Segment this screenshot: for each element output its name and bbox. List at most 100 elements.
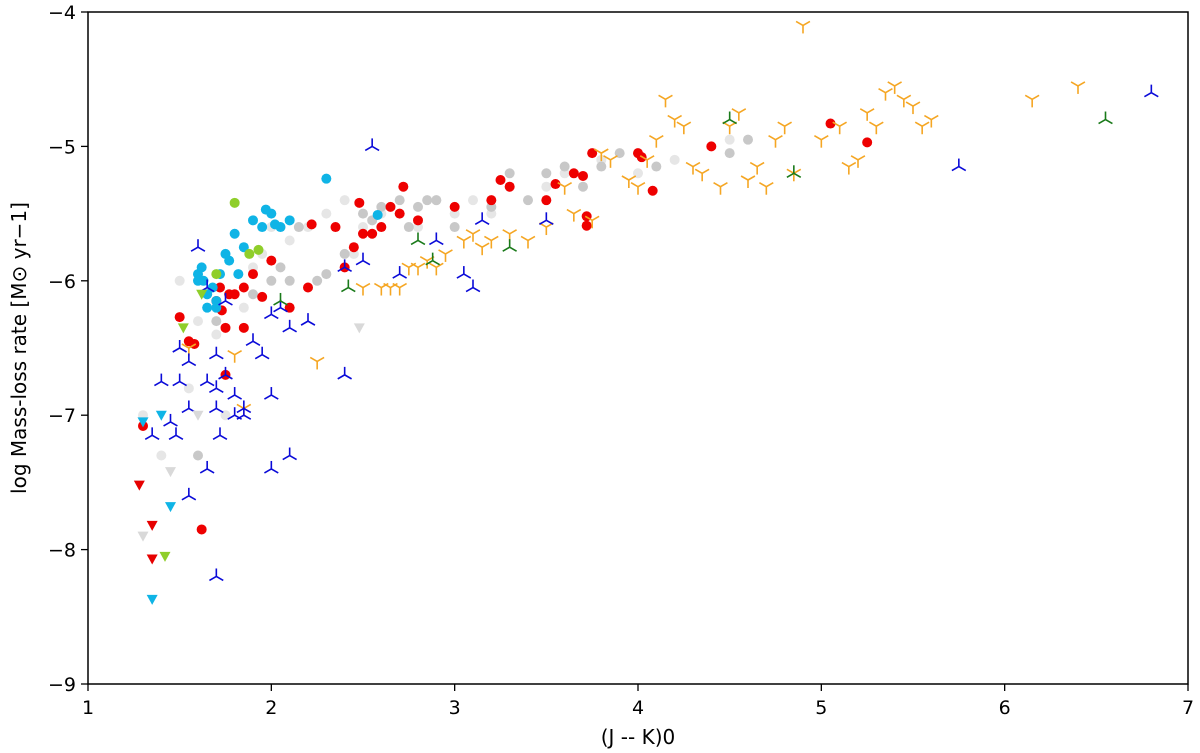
data-point [924,114,939,128]
data-point [376,201,387,212]
x-axis-ticks: 1 2 3 4 5 6 7 [82,684,1194,719]
data-point [410,232,426,246]
data-point [229,289,240,300]
data-point [172,340,187,353]
data-point [502,239,517,252]
data-point [321,208,332,219]
data-point [550,179,561,190]
data-point [743,134,753,145]
data-point [364,138,380,152]
data-point [914,121,930,135]
data-point [248,215,258,226]
x-tick-label: 2 [265,697,277,719]
data-point [394,195,405,206]
data-point [669,154,680,165]
data-point [422,195,433,206]
data-point [339,248,350,259]
data-point [896,94,912,108]
data-point [431,195,442,206]
data-point [163,413,178,427]
data-point [413,201,423,212]
data-point [429,262,444,276]
data-point [504,168,515,179]
data-point [172,373,187,387]
data-point [825,118,836,129]
data-point [209,380,224,394]
data-point [372,209,383,220]
data-point [706,141,717,152]
x-tick-label: 1 [82,697,94,719]
data-point [254,346,270,360]
y-tick-label: −8 [48,540,76,562]
data-point [584,215,600,229]
data-point [520,235,536,249]
data-point [266,255,277,266]
data-point [740,175,756,188]
data-point [284,215,295,226]
data-point [155,410,167,421]
series-yellow-green-circles [211,197,264,280]
series-dark-green-tripods [273,111,1113,306]
data-point [630,182,646,195]
data-point [523,195,533,206]
data-point [224,255,235,266]
data-point [293,222,304,233]
data-point [374,282,389,296]
data-point [429,232,444,246]
data-point [248,289,258,300]
data-point [658,94,673,108]
data-point [392,266,407,279]
data-point [181,400,197,414]
data-point [621,175,637,188]
data-point [495,175,506,185]
data-point [211,269,222,280]
x-tick-label: 5 [815,697,827,719]
data-point [777,121,792,135]
data-point [312,275,323,286]
data-point [1144,84,1159,98]
data-point [233,269,244,280]
data-point [484,235,499,249]
data-point [181,353,197,367]
data-point [236,400,252,414]
data-point [159,551,171,562]
data-point [337,259,352,273]
data-point [539,222,554,236]
data-point [266,208,277,219]
data-point [202,302,213,313]
data-point [795,20,811,34]
data-point [227,407,242,420]
data-point [211,329,222,340]
x-tick-label: 3 [449,697,461,719]
data-point [768,134,783,148]
data-point [212,427,228,441]
data-point [220,322,231,333]
data-point [154,373,169,387]
data-point [146,520,158,531]
data-point [905,101,921,115]
series-yellow-green-triangles [159,289,208,562]
data-point [578,170,588,181]
data-point [474,212,490,226]
data-point [814,134,829,148]
data-point [376,222,387,233]
data-point [209,400,224,414]
x-tick-label: 7 [1182,697,1194,719]
data-point [850,155,866,168]
data-point [264,306,279,320]
x-axis-label: (J -- K)0 [601,725,676,749]
data-point [1098,111,1113,125]
data-point [385,201,396,212]
data-point [244,248,255,259]
data-point [367,228,378,239]
data-point [321,173,332,184]
data-point [196,262,207,273]
data-point [275,222,286,233]
data-point [238,302,249,313]
data-point [264,460,279,474]
data-point [401,262,417,276]
y-tick-label: −6 [48,271,76,293]
data-point [358,208,368,219]
data-point [137,531,149,542]
